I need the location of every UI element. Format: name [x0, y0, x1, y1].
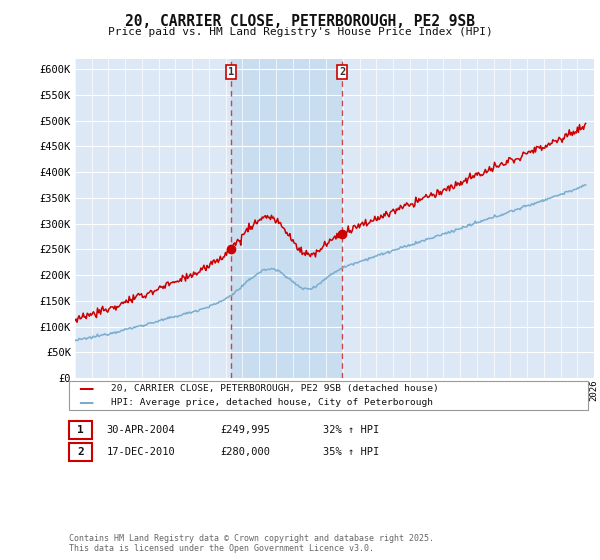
Text: 1: 1: [228, 67, 235, 77]
Text: £280,000: £280,000: [221, 447, 271, 457]
Text: Price paid vs. HM Land Registry's House Price Index (HPI): Price paid vs. HM Land Registry's House …: [107, 27, 493, 37]
Text: HPI: Average price, detached house, City of Peterborough: HPI: Average price, detached house, City…: [111, 398, 433, 407]
Text: 30-APR-2004: 30-APR-2004: [107, 425, 176, 435]
Text: 17-DEC-2010: 17-DEC-2010: [107, 447, 176, 457]
Text: 2: 2: [77, 447, 84, 457]
Text: £249,995: £249,995: [221, 425, 271, 435]
Text: 20, CARRIER CLOSE, PETERBOROUGH, PE2 9SB: 20, CARRIER CLOSE, PETERBOROUGH, PE2 9SB: [125, 14, 475, 29]
Text: 1: 1: [77, 425, 84, 435]
Text: —: —: [78, 395, 94, 410]
Text: 32% ↑ HPI: 32% ↑ HPI: [323, 425, 379, 435]
Bar: [231, 59, 342, 378]
Text: Contains HM Land Registry data © Crown copyright and database right 2025.
This d: Contains HM Land Registry data © Crown c…: [69, 534, 434, 553]
Text: 35% ↑ HPI: 35% ↑ HPI: [323, 447, 379, 457]
Text: 2: 2: [339, 67, 346, 77]
Text: 20, CARRIER CLOSE, PETERBOROUGH, PE2 9SB (detached house): 20, CARRIER CLOSE, PETERBOROUGH, PE2 9SB…: [111, 384, 439, 393]
Text: —: —: [78, 381, 94, 396]
